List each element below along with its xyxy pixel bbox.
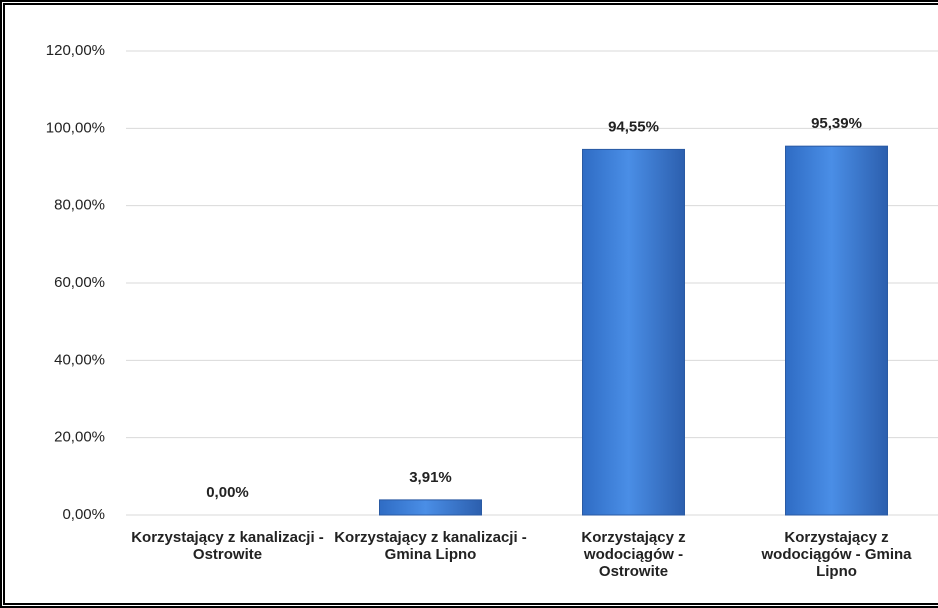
y-tick-label: 100,00% [46, 119, 105, 136]
value-label: 95,39% [811, 115, 862, 132]
bar [379, 499, 482, 516]
y-tick-label: 0,00% [62, 506, 105, 523]
y-tick-label: 120,00% [46, 42, 105, 59]
x-tick-label: Korzystający z wodociągów - Ostrowite [581, 529, 686, 580]
bar [785, 145, 888, 516]
y-tick-label: 40,00% [54, 351, 105, 368]
value-label: 94,55% [608, 118, 659, 135]
y-tick-label: 80,00% [54, 197, 105, 214]
x-tick-label: Korzystający z kanalizacji - Ostrowite [131, 529, 324, 563]
value-label: 3,91% [409, 469, 452, 486]
x-tick-label: Korzystający z wodociągów - Gmina Lipno [761, 529, 912, 580]
x-tick-label: Korzystający z kanalizacji - Gmina Lipno [334, 529, 527, 563]
chart: 0,00% 20,00% 40,00% 60,00% 80,00% 100,00% 120,… [46, 42, 938, 523]
bar [582, 148, 685, 516]
y-tick-label: 60,00% [54, 274, 105, 291]
value-label: 0,00% [206, 484, 249, 501]
y-tick-label: 20,00% [54, 429, 105, 446]
